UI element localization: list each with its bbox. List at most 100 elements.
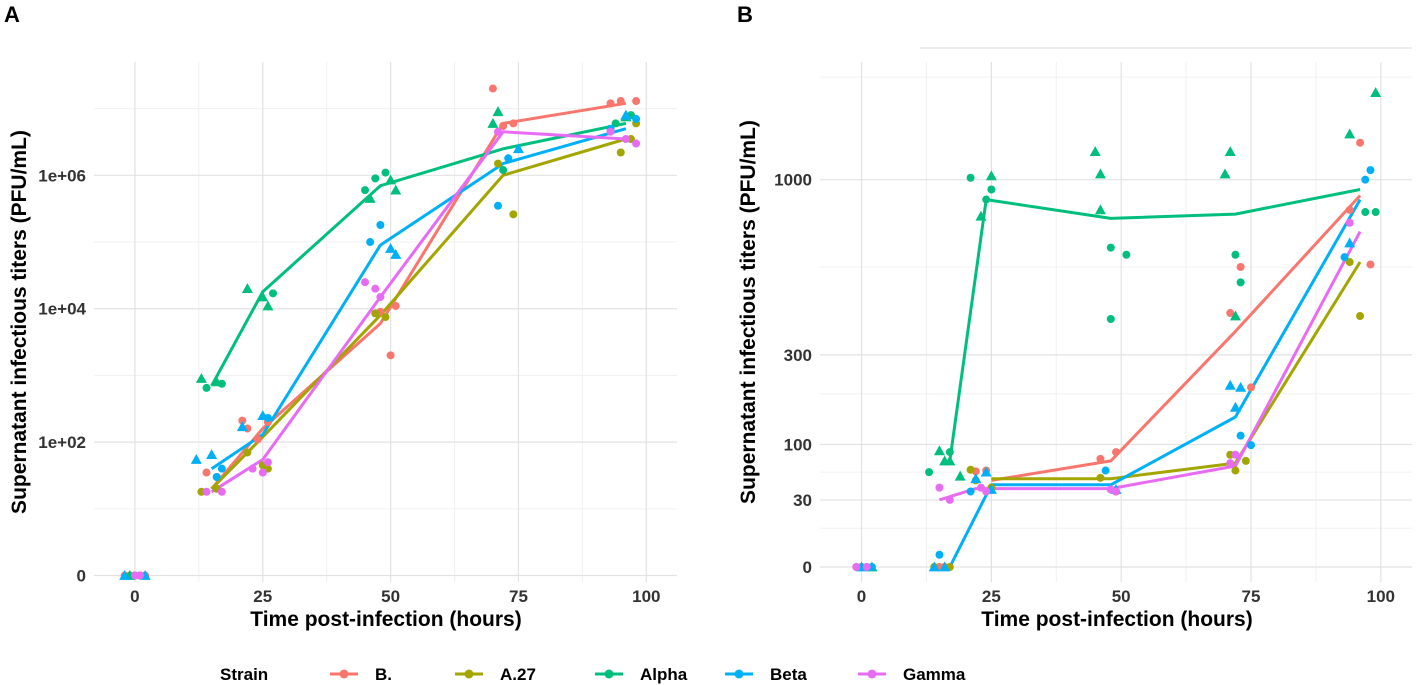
x-axis-title-b: Time post-infection (hours) [981,608,1252,631]
series-line-alpha [948,188,1361,462]
data-point-beta [494,201,503,210]
data-point-b [1226,309,1235,318]
data-point-alpha [1231,250,1240,259]
data-point-beta [1361,175,1370,184]
data-point-alpha [381,168,390,177]
data-point-a27 [1356,311,1365,320]
x-tick-label: 50 [381,587,400,606]
panel-label-a: A [4,2,20,27]
data-point-alpha [499,166,508,175]
data-point-alpha [1371,208,1380,217]
y-tick-label: 1e+06 [38,166,86,185]
data-point-a27 [1231,466,1240,475]
data-point-alpha [945,448,954,457]
data-point-b [1366,260,1375,269]
data-point-alpha [217,379,226,388]
data-point-gamma [935,483,944,492]
y-tick-label: 300 [784,346,812,365]
x-tick-label: 0 [130,587,139,606]
data-point-gamma [258,468,267,477]
x-tick-label: 75 [1242,587,1261,606]
legend-label: Beta [770,665,807,684]
legend-item-a27: A.27 [455,665,536,684]
legend-swatch-point [604,669,614,679]
legend: Strain B. A.27 Alpha Beta Gamma [220,665,966,684]
legend-label: B. [375,665,392,684]
data-point-beta [1247,441,1256,450]
legend-title: Strain [220,665,268,684]
data-point-beta [366,238,375,247]
series-points-a [119,84,641,580]
x-tick-labels-a: 0 25 50 75 100 [130,587,660,606]
data-point-gamma [632,139,641,148]
data-point-b [1096,454,1105,463]
data-point-gamma [248,464,257,473]
data-point-alpha [1106,314,1115,323]
legend-swatch-point [464,669,474,679]
panel-label-b: B [737,2,753,27]
data-point-a27 [1345,258,1354,267]
data-point-alpha [202,383,211,392]
data-point-alpha [954,470,966,481]
data-point-a27 [616,148,625,157]
data-point-a27 [1096,473,1105,482]
data-point-beta [217,464,226,473]
data-point-beta [206,449,218,460]
data-point-a27 [371,309,380,318]
data-point-beta [966,487,975,496]
data-point-alpha [262,300,274,311]
data-point-gamma [1345,218,1354,227]
data-point-gamma [621,135,630,144]
data-point-beta [1236,431,1245,440]
legend-label: A.27 [500,665,536,684]
legend-item-gamma: Gamma [858,665,966,684]
data-point-b [488,84,497,93]
data-point-alpha [1370,87,1382,98]
data-point-gamma [136,571,145,580]
data-point-gamma [982,487,991,496]
data-point-alpha [611,119,620,128]
data-point-b [499,121,508,130]
data-point-beta [212,473,221,482]
data-point-b [1356,138,1365,147]
data-point-beta [236,421,248,432]
data-point-alpha [1344,128,1356,139]
legend-swatch-point [734,669,744,679]
data-point-b [386,351,395,360]
data-point-alpha [1094,204,1106,215]
series-line-b [991,194,1362,482]
data-point-alpha [241,283,253,294]
data-point-a27 [509,210,518,219]
data-point-gamma [862,562,871,571]
data-point-alpha [1089,146,1101,157]
data-point-b [253,435,262,444]
series-line-a27 [991,261,1362,481]
data-point-alpha [361,186,370,195]
legend-item-beta: Beta [725,665,807,684]
data-point-gamma [371,284,380,293]
data-point-beta [970,473,982,484]
series-line-beta [210,127,627,470]
data-point-alpha [1361,208,1370,217]
series-line-b [210,101,627,490]
grid-a [94,62,677,582]
data-point-beta [512,143,524,154]
data-point-a27 [966,465,975,474]
data-point-beta [939,561,951,572]
data-point-a27 [1241,456,1250,465]
data-point-gamma [361,278,370,287]
data-point-alpha [985,170,997,181]
series-points-b [852,87,1382,572]
data-point-beta [263,414,272,423]
data-point-gamma [263,458,272,467]
data-point-beta [1229,401,1241,412]
data-point-alpha [1224,146,1236,157]
data-point-gamma [202,487,211,496]
data-point-gamma [217,487,226,496]
data-point-b [509,119,518,128]
data-point-beta [1235,381,1247,392]
legend-item-alpha: Alpha [595,665,688,684]
y-tick-label: 1000 [774,171,812,190]
x-tick-label: 75 [509,587,528,606]
data-point-beta [935,550,944,559]
